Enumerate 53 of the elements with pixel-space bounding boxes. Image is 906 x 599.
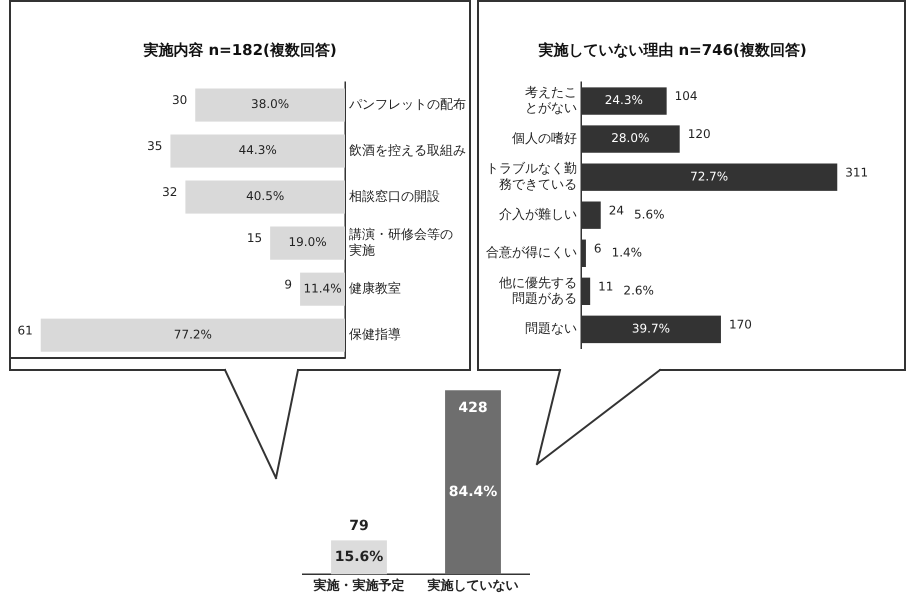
bar — [195, 88, 345, 122]
annotation: 428 — [458, 400, 488, 416]
annotation: 24 — [608, 203, 624, 218]
annotation: 11 — [598, 279, 614, 294]
data-label: 5.6% — [634, 207, 665, 222]
chart-title: 実施していない理由 n=746(複数回答) — [537, 40, 807, 59]
y-tick-label: 飲酒を控える取組み — [349, 143, 466, 158]
x-tick-label: 実施していない — [426, 578, 518, 594]
annotation: 79 — [349, 518, 369, 534]
annotation: 35 — [147, 139, 162, 154]
annotation: 30 — [172, 93, 188, 108]
data-label: 77.2% — [174, 327, 212, 342]
annotation: 104 — [674, 89, 698, 104]
data-label: 15.6% — [334, 549, 384, 566]
y-tick-label: 他に優先する問題がある — [499, 276, 577, 306]
data-label: 84.4% — [448, 484, 498, 500]
x-tick-label: 実施・実施予定 — [312, 578, 404, 594]
data-label: 2.6% — [623, 283, 654, 298]
bar — [300, 272, 345, 306]
data-label: 19.0% — [288, 235, 327, 250]
y-tick-label: 合意が得にくい — [486, 246, 577, 261]
chart-title: 実施内容 n=182(複数回答) — [142, 40, 337, 59]
y-tick-label: 個人の嗜好 — [512, 131, 577, 146]
annotation: 170 — [728, 317, 752, 332]
annotation: 15 — [246, 231, 262, 246]
annotation: 61 — [17, 323, 33, 338]
annotation: 6 — [594, 241, 602, 256]
data-label: 38.0% — [251, 97, 290, 112]
bar — [270, 226, 345, 260]
annotation: 311 — [845, 165, 868, 180]
annotation: 9 — [284, 277, 292, 292]
y-tick-label: 問題ない — [525, 322, 577, 337]
bar — [40, 318, 345, 352]
data-label: 72.7% — [690, 169, 728, 184]
bar — [185, 180, 345, 214]
data-label: 40.5% — [246, 189, 284, 204]
y-tick-label: パンフレットの配布 — [348, 97, 466, 112]
annotation: 32 — [162, 185, 178, 200]
y-tick-label: 考えたことがない — [525, 86, 577, 116]
y-tick-label: 相談窓口の開設 — [349, 188, 440, 204]
data-label: 39.7% — [632, 321, 670, 336]
data-label: 11.4% — [303, 281, 342, 296]
data-label: 24.3% — [604, 93, 643, 108]
y-tick-label: 保健指導 — [349, 328, 401, 343]
bar — [170, 134, 345, 168]
y-tick-label: トラブルなく勤務できている — [486, 162, 577, 192]
annotation: 120 — [688, 127, 711, 142]
data-label: 44.3% — [238, 143, 277, 158]
data-label: 28.0% — [611, 131, 650, 146]
y-tick-label: 講演・研修会等の実施 — [349, 228, 453, 258]
y-tick-label: 健康教室 — [349, 280, 401, 297]
y-tick-label: 介入が難しい — [499, 208, 577, 223]
data-label: 1.4% — [612, 245, 642, 260]
